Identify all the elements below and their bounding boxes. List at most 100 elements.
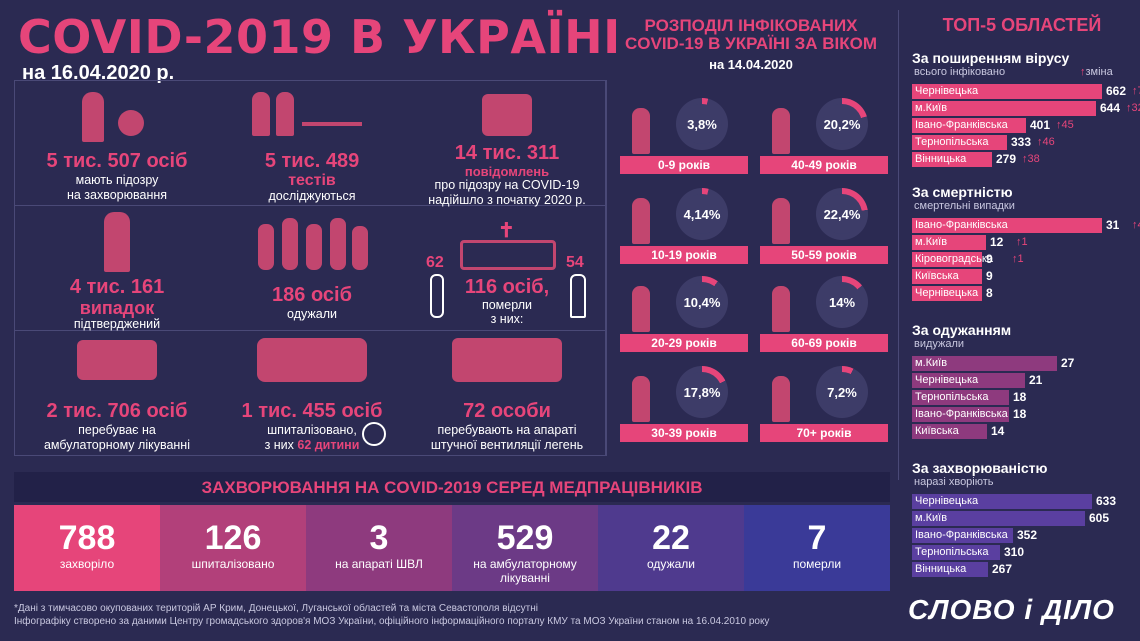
age-group: 14% 60-69 років (760, 268, 888, 354)
medics-number: 529 (496, 519, 554, 557)
age-percent: 22,4% (822, 194, 862, 234)
age-donut: 17,8% (676, 366, 728, 418)
region-value: 18 (1013, 390, 1027, 404)
medics-stat: 529 на амбулаторному лікуванні (452, 505, 598, 591)
age-date: на 14.04.2020 (709, 57, 793, 72)
region-value: 662 (1106, 84, 1127, 98)
region-change: ↑1 (1012, 253, 1024, 265)
brand-logo: СЛОВО і ДІЛО (908, 594, 1115, 625)
region-bar: Тернопільська (912, 390, 1009, 405)
stat-number: 5 тис. 489 (264, 150, 360, 172)
stats-panel (14, 80, 606, 456)
ventilator-icon (452, 338, 562, 382)
footer-source: Інфографіку створено за даними Центру гр… (14, 616, 770, 627)
stat-unit: випадок (79, 298, 155, 318)
stat-caption: досліджуються (268, 189, 356, 203)
age-label: 70+ років (760, 424, 888, 442)
region-bar: Івано-Франківська (912, 528, 1013, 543)
stat-caption: амбулаторному лікуванні (43, 438, 190, 452)
region-bar: Київська (912, 269, 982, 284)
age-percent: 10,4% (682, 282, 722, 322)
region-bar: м.Київ (912, 356, 1057, 371)
lab-icon (252, 92, 362, 140)
stat-ventilator: 72 особи перебувають на апараті штучної … (412, 336, 602, 452)
age-label: 40-49 років (760, 156, 888, 174)
region-bar: Чернівецька (912, 373, 1025, 388)
region-bar: Чернівецька (912, 84, 1102, 99)
top5-section-subtitle: наразі хворіють (914, 476, 994, 488)
top5-section-title: За смертністю (912, 184, 1013, 200)
medics-title: ЗАХВОРЮВАННЯ НА COVID-2019 СЕРЕД МЕДПРАЦ… (201, 478, 703, 497)
region-value: 333 (1011, 135, 1032, 149)
stat-suspected: 5 тис. 507 осіб мають підозру на захворю… (22, 92, 212, 202)
top5-title: ТОП-5 ОБЛАСТЕЙ (942, 15, 1102, 35)
stat-caption: штучної вентиляції легень (430, 438, 584, 452)
medics-number: 7 (807, 519, 827, 557)
cross-icon: ✝ (498, 220, 515, 242)
male-icon (430, 274, 444, 318)
stat-caption: на захворювання (66, 188, 168, 202)
medics-label: на апараті ШВЛ (335, 557, 423, 571)
medics-stat: 788 захворіло (14, 505, 160, 591)
age-label: 0-9 років (620, 156, 748, 174)
medics-label: одужали (647, 557, 695, 571)
region-value: 8 (986, 286, 993, 300)
age-donut: 22,4% (816, 188, 868, 240)
top5-section-subtitle: смертельні випадки (914, 200, 1015, 212)
age-group: 17,8% 30-39 років (620, 358, 748, 444)
region-bar: Київська (912, 424, 987, 439)
region-change: ↑45 (1056, 119, 1074, 131)
stat-caption: підтверджений (73, 317, 161, 331)
medics-number: 22 (652, 519, 690, 557)
stat-number: 5 тис. 507 осіб (46, 150, 188, 172)
medics-stat: 126 шпиталізовано (160, 505, 306, 591)
age-percent: 4,14% (682, 194, 722, 234)
stat-caption: надійшло з початку 2020 р. (428, 193, 586, 207)
person-icon (82, 92, 104, 142)
stat-caption: перебувають на апараті (437, 423, 577, 437)
stat-confirmed: 4 тис. 161 випадок підтверджений (22, 212, 212, 331)
region-value: 18 (1013, 407, 1027, 421)
region-bar: Вінницька (912, 562, 988, 577)
stat-caption: з них (264, 438, 298, 452)
stat-caption: перебуває на (78, 423, 156, 437)
age-group: 22,4% 50-59 років (760, 180, 888, 266)
age-group: 20,2% 40-49 років (760, 90, 888, 176)
region-bar: Кіровоградська (912, 252, 993, 267)
age-group: 10,4% 20-29 років (620, 268, 748, 354)
region-change: ↑38 (1022, 153, 1040, 165)
person-icon (772, 286, 790, 332)
computer-icon (482, 94, 532, 136)
region-value: 352 (1017, 528, 1038, 542)
medics-label: лікуванні (500, 571, 550, 585)
age-donut: 14% (816, 276, 868, 328)
region-bar: м.Київ (912, 235, 986, 250)
thermometer-icon (362, 422, 386, 446)
doctor-icon (104, 212, 130, 272)
region-change: ↑73 (1132, 85, 1140, 97)
medics-label: шпиталізовано (191, 557, 275, 571)
stat-number: 1 тис. 455 осіб (241, 400, 383, 422)
age-group: 7,2% 70+ років (760, 358, 888, 444)
age-donut: 7,2% (816, 366, 868, 418)
region-bar: Івано-Франківська (912, 407, 1009, 422)
age-donut: 10,4% (676, 276, 728, 328)
change-legend: ↑зміна (1080, 66, 1113, 78)
age-percent: 14% (822, 282, 862, 322)
region-bar: Івано-Франківська (912, 118, 1026, 133)
age-label: 30-39 років (620, 424, 748, 442)
top5-section-title: За одужанням (912, 322, 1012, 338)
region-value: 9 (986, 269, 993, 283)
stat-number: 14 тис. 311 (454, 142, 560, 164)
medics-title-bar (14, 472, 890, 502)
medics-stat: 22 одужали (598, 505, 744, 591)
region-value: 401 (1030, 118, 1051, 132)
region-value: 27 (1061, 356, 1075, 370)
divider (14, 330, 606, 331)
stat-tests: 5 тис. 489 тестів досліджуються (222, 92, 402, 203)
age-donut: 20,2% (816, 98, 868, 150)
stretcher-icon (257, 338, 367, 382)
region-bar: м.Київ (912, 511, 1085, 526)
top5-section-title: За захворюваністю (912, 460, 1048, 476)
stat-deaths: ✝ 62 54 116 осіб, померли з них: (412, 212, 602, 327)
